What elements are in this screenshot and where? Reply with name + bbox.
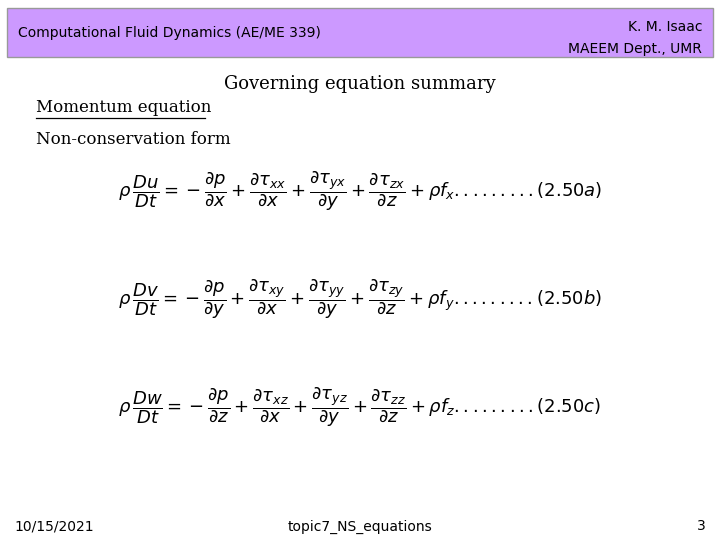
FancyBboxPatch shape [7, 8, 713, 57]
Text: Momentum equation: Momentum equation [36, 99, 212, 117]
Text: MAEEM Dept., UMR: MAEEM Dept., UMR [568, 42, 702, 56]
Text: 3: 3 [697, 519, 706, 534]
Text: $\rho\,\dfrac{Du}{Dt} = -\dfrac{\partial p}{\partial x} + \dfrac{\partial \tau_{: $\rho\,\dfrac{Du}{Dt} = -\dfrac{\partial… [118, 170, 602, 213]
Text: Computational Fluid Dynamics (AE/ME 339): Computational Fluid Dynamics (AE/ME 339) [18, 26, 321, 40]
Text: $\rho\,\dfrac{Dw}{Dt} = -\dfrac{\partial p}{\partial z} + \dfrac{\partial \tau_{: $\rho\,\dfrac{Dw}{Dt} = -\dfrac{\partial… [118, 386, 602, 429]
Text: K. M. Isaac: K. M. Isaac [628, 20, 702, 34]
Text: Governing equation summary: Governing equation summary [224, 75, 496, 93]
Text: $\rho\,\dfrac{Dv}{Dt} = -\dfrac{\partial p}{\partial y} + \dfrac{\partial \tau_{: $\rho\,\dfrac{Dv}{Dt} = -\dfrac{\partial… [118, 278, 602, 321]
Text: topic7_NS_equations: topic7_NS_equations [287, 519, 433, 534]
Text: 10/15/2021: 10/15/2021 [14, 519, 94, 534]
Text: Non-conservation form: Non-conservation form [36, 131, 230, 148]
